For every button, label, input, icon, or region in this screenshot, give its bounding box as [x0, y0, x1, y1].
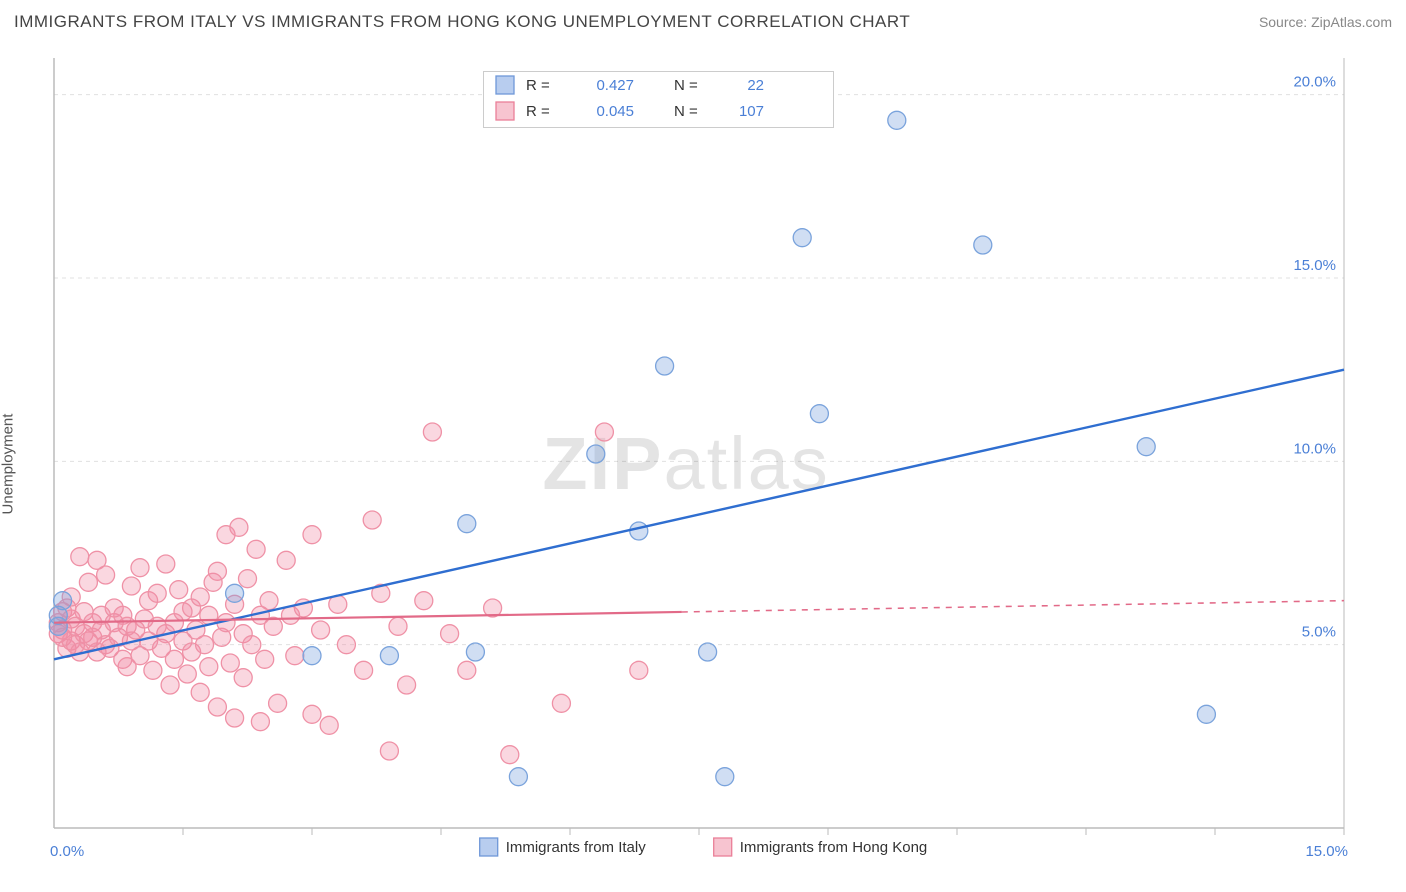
data-point-hongkong: [415, 592, 433, 610]
legend-r-value: 0.045: [596, 103, 634, 120]
data-point-hongkong: [226, 709, 244, 727]
y-tick-label: 20.0%: [1293, 74, 1336, 91]
y-tick-label: 5.0%: [1302, 624, 1336, 641]
data-point-hongkong: [320, 716, 338, 734]
data-point-hongkong: [501, 746, 519, 764]
source-citation: Source: ZipAtlas.com: [1259, 14, 1392, 30]
trend-line-italy: [54, 370, 1344, 660]
legend-r-value: 0.427: [596, 77, 634, 94]
legend-n-label: N =: [674, 77, 698, 94]
data-point-hongkong: [303, 526, 321, 544]
data-point-italy: [974, 236, 992, 254]
correlation-scatter-chart: ZIPatlas 5.0% 10.0% 15.0% 20.0% 0.0% 15.0% R = 0…: [14, 48, 1392, 880]
data-point-hongkong: [243, 636, 261, 654]
data-point-hongkong: [239, 570, 257, 588]
data-point-hongkong: [630, 661, 648, 679]
data-point-hongkong: [131, 559, 149, 577]
watermark: ZIPatlas: [542, 422, 829, 505]
data-point-italy: [509, 768, 527, 786]
legend-swatch: [496, 102, 514, 120]
legend-r-label: R =: [526, 103, 550, 120]
data-point-hongkong: [157, 555, 175, 573]
bottom-legend-swatch: [480, 838, 498, 856]
data-point-hongkong: [208, 698, 226, 716]
y-tick-label: 15.0%: [1293, 257, 1336, 274]
bottom-legend-label: Immigrants from Italy: [506, 839, 647, 856]
data-point-italy: [1137, 438, 1155, 456]
chart-container: Unemployment ZIPatlas5.0%10.0%15.0%20.0%…: [14, 48, 1392, 880]
data-point-hongkong: [256, 650, 274, 668]
x-tick-label: 15.0%: [1305, 843, 1348, 860]
legend-n-value: 22: [747, 77, 764, 94]
chart-header: IMMIGRANTS FROM ITALY VS IMMIGRANTS FROM…: [14, 12, 1392, 40]
data-point-italy: [226, 584, 244, 602]
data-point-hongkong: [221, 654, 239, 672]
data-point-hongkong: [286, 647, 304, 665]
data-point-italy: [587, 445, 605, 463]
data-point-italy: [716, 768, 734, 786]
data-point-italy: [656, 357, 674, 375]
data-point-italy: [49, 617, 67, 635]
data-point-italy: [303, 647, 321, 665]
data-point-hongkong: [595, 423, 613, 441]
data-point-hongkong: [234, 669, 252, 687]
data-point-hongkong: [200, 658, 218, 676]
data-point-hongkong: [230, 518, 248, 536]
bottom-legend-swatch: [714, 838, 732, 856]
data-point-hongkong: [208, 562, 226, 580]
legend-r-label: R =: [526, 77, 550, 94]
data-point-hongkong: [79, 573, 97, 591]
data-point-italy: [888, 111, 906, 129]
data-point-italy: [810, 405, 828, 423]
data-point-hongkong: [200, 606, 218, 624]
legend-n-value: 107: [739, 103, 764, 120]
data-point-hongkong: [170, 581, 188, 599]
data-point-hongkong: [337, 636, 355, 654]
data-point-hongkong: [423, 423, 441, 441]
data-point-hongkong: [71, 548, 89, 566]
data-point-italy: [793, 229, 811, 247]
data-point-hongkong: [191, 683, 209, 701]
data-point-hongkong: [251, 713, 269, 731]
data-point-hongkong: [441, 625, 459, 643]
data-point-italy: [466, 643, 484, 661]
data-point-hongkong: [303, 705, 321, 723]
data-point-hongkong: [191, 588, 209, 606]
x-tick-label: 0.0%: [50, 843, 84, 860]
trend-line-hongkong-proj: [682, 601, 1344, 612]
chart-title: IMMIGRANTS FROM ITALY VS IMMIGRANTS FROM…: [14, 12, 910, 31]
data-point-italy: [630, 522, 648, 540]
data-point-hongkong: [398, 676, 416, 694]
data-point-hongkong: [363, 511, 381, 529]
y-tick-label: 10.0%: [1293, 440, 1336, 457]
data-point-hongkong: [161, 676, 179, 694]
data-point-italy: [699, 643, 717, 661]
data-point-hongkong: [260, 592, 278, 610]
data-point-hongkong: [122, 577, 140, 595]
data-point-hongkong: [178, 665, 196, 683]
data-point-hongkong: [389, 617, 407, 635]
data-point-hongkong: [355, 661, 373, 679]
legend-swatch: [496, 76, 514, 94]
data-point-hongkong: [247, 540, 265, 558]
data-point-hongkong: [165, 650, 183, 668]
data-point-hongkong: [458, 661, 476, 679]
data-point-hongkong: [312, 621, 330, 639]
legend-n-label: N =: [674, 103, 698, 120]
data-point-italy: [458, 515, 476, 533]
y-axis-label: Unemployment: [0, 414, 17, 515]
bottom-legend-label: Immigrants from Hong Kong: [740, 839, 928, 856]
data-point-hongkong: [148, 584, 166, 602]
data-point-italy: [380, 647, 398, 665]
data-point-hongkong: [277, 551, 295, 569]
data-point-hongkong: [380, 742, 398, 760]
data-point-hongkong: [97, 566, 115, 584]
data-point-hongkong: [269, 694, 287, 712]
data-point-hongkong: [196, 636, 214, 654]
data-point-hongkong: [552, 694, 570, 712]
data-point-hongkong: [144, 661, 162, 679]
data-point-italy: [54, 592, 72, 610]
data-point-italy: [1197, 705, 1215, 723]
